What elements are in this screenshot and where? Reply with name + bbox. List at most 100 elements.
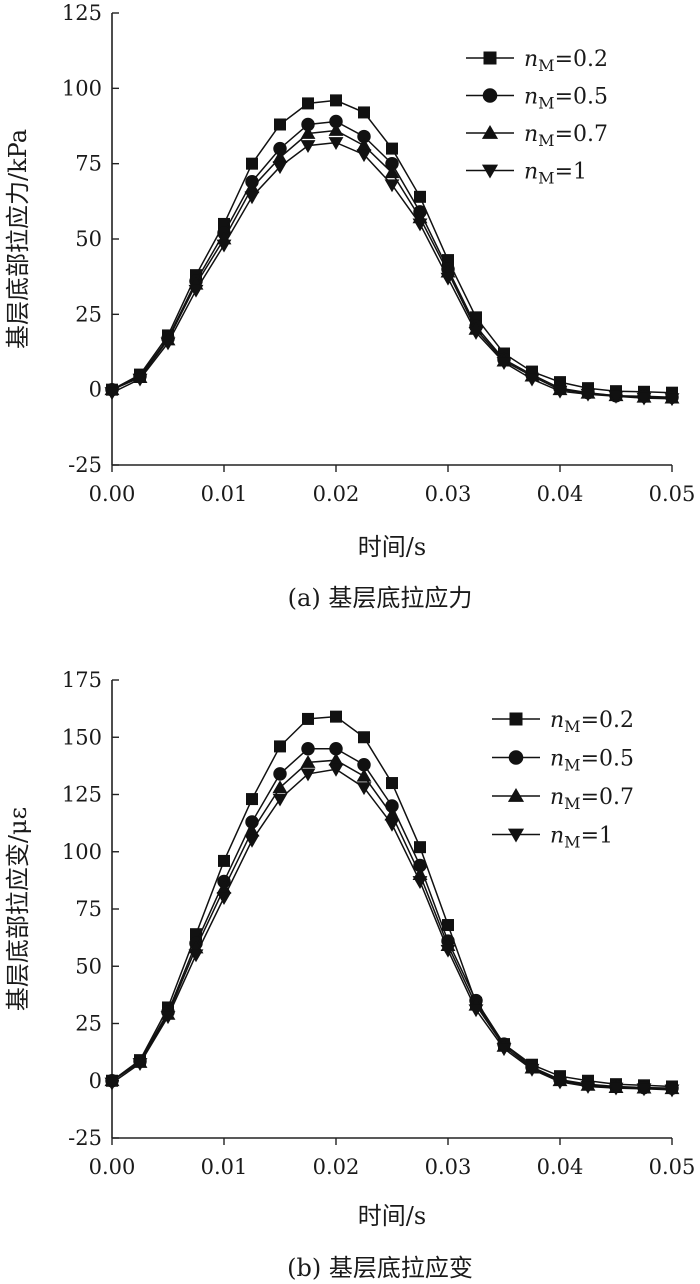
legend-sub: M: [538, 56, 554, 75]
data-point: [244, 180, 260, 194]
data-point: [385, 156, 399, 171]
data-point: [468, 1004, 484, 1018]
x-tick-label: 0.00: [89, 482, 136, 506]
data-point: [218, 854, 230, 867]
data-point: [244, 191, 260, 205]
data-point: [524, 373, 540, 387]
data-point: [636, 392, 652, 406]
data-point: [608, 1082, 624, 1096]
y-axis-label: 基层底部拉应力/kPa: [4, 129, 32, 349]
legend-val: =0.7: [555, 122, 608, 147]
data-point: [132, 373, 148, 387]
data-point: [244, 834, 260, 848]
data-point: [329, 741, 343, 756]
data-point: [328, 123, 344, 136]
data-point: [442, 919, 454, 932]
data-point: [412, 218, 428, 232]
data-point: [329, 114, 343, 129]
data-point: [664, 1084, 680, 1098]
data-point: [246, 157, 258, 170]
x-tick-label: 0.05: [649, 1155, 696, 1179]
data-point: [301, 117, 315, 132]
data-point: [300, 768, 316, 782]
data-point: [273, 767, 287, 781]
y-tick-label: 150: [62, 725, 102, 749]
data-point: [272, 780, 288, 794]
legend-label: nM=0.2: [524, 47, 608, 75]
data-point: [552, 1076, 568, 1090]
chart-b: (b) 基层底拉应变 -25 0 25 50 75 100 125 150 175 0.00 0.0…: [4, 668, 695, 1282]
data-point: [524, 1063, 540, 1077]
legend-sub: M: [538, 131, 554, 150]
data-point: [386, 777, 398, 790]
data-point: [468, 327, 484, 340]
data-point: [552, 385, 568, 399]
data-point: [414, 841, 426, 854]
legend-label: nM=0.2: [550, 708, 634, 736]
data-point: [358, 106, 370, 119]
data-point: [412, 876, 428, 889]
data-point: [384, 165, 400, 179]
legend-marker: [481, 164, 499, 179]
data-point: [300, 140, 316, 154]
y-tick-label: -25: [68, 1126, 102, 1150]
data-point: [104, 387, 120, 401]
data-point: [132, 1058, 148, 1072]
legend-item: nM=0.7: [466, 122, 608, 150]
legend-label: nM=1: [524, 160, 587, 188]
legend-var: n: [550, 747, 564, 772]
legend-marker: [482, 88, 498, 103]
data-point: [356, 149, 372, 163]
x-tick-label: 0.04: [537, 1155, 584, 1179]
legend-var: n: [550, 785, 564, 810]
x-tick-label: 0.03: [425, 1155, 472, 1179]
data-point: [246, 793, 258, 806]
legend-val: =1: [555, 160, 587, 185]
data-point: [188, 949, 204, 963]
x-tick-label: 0.04: [537, 482, 584, 506]
series-triangle-down: [104, 137, 680, 407]
series-line: [111, 715, 673, 1088]
legend-var: n: [524, 47, 538, 72]
data-point: [300, 126, 316, 139]
legend-item: nM=0.5: [466, 85, 608, 113]
legend-marker: [507, 787, 525, 802]
y-tick-label: 0: [89, 378, 102, 402]
data-point: [244, 823, 260, 837]
x-axis-label: 时间/s: [358, 1202, 426, 1230]
x-tick-label: 0.03: [425, 482, 472, 506]
caption-a: (a) 基层底拉应力: [288, 584, 473, 612]
data-point: [357, 758, 371, 772]
y-tick-label: 100: [62, 840, 102, 864]
data-point: [358, 731, 370, 744]
legend-sub: M: [538, 94, 554, 113]
legend-var: n: [550, 708, 564, 733]
y-tick-label: 25: [75, 302, 102, 326]
legend-marker: [483, 51, 497, 65]
data-point: [104, 1077, 120, 1091]
data-point: [330, 710, 342, 723]
data-point: [580, 388, 596, 402]
legend-item: nM=0.2: [492, 708, 634, 736]
y-tick-label: 125: [62, 1, 102, 25]
data-point: [442, 254, 454, 267]
data-point: [272, 161, 288, 175]
legend-var: n: [524, 122, 538, 147]
y-tick-label: 125: [62, 783, 102, 807]
data-point: [580, 1081, 596, 1094]
data-point: [216, 892, 232, 905]
legend-sub: M: [564, 833, 580, 852]
data-point: [160, 1011, 176, 1025]
legend-label: nM=0.7: [524, 122, 608, 150]
legend-marker: [507, 828, 525, 843]
data-point: [414, 190, 426, 203]
data-point: [608, 390, 624, 404]
data-point: [301, 741, 315, 756]
x-tick-label: 0.02: [313, 482, 360, 506]
data-point: [300, 755, 316, 768]
data-point: [384, 818, 400, 832]
data-point: [636, 1083, 652, 1097]
data-point: [440, 272, 456, 286]
legend-item: nM=0.5: [492, 747, 634, 775]
